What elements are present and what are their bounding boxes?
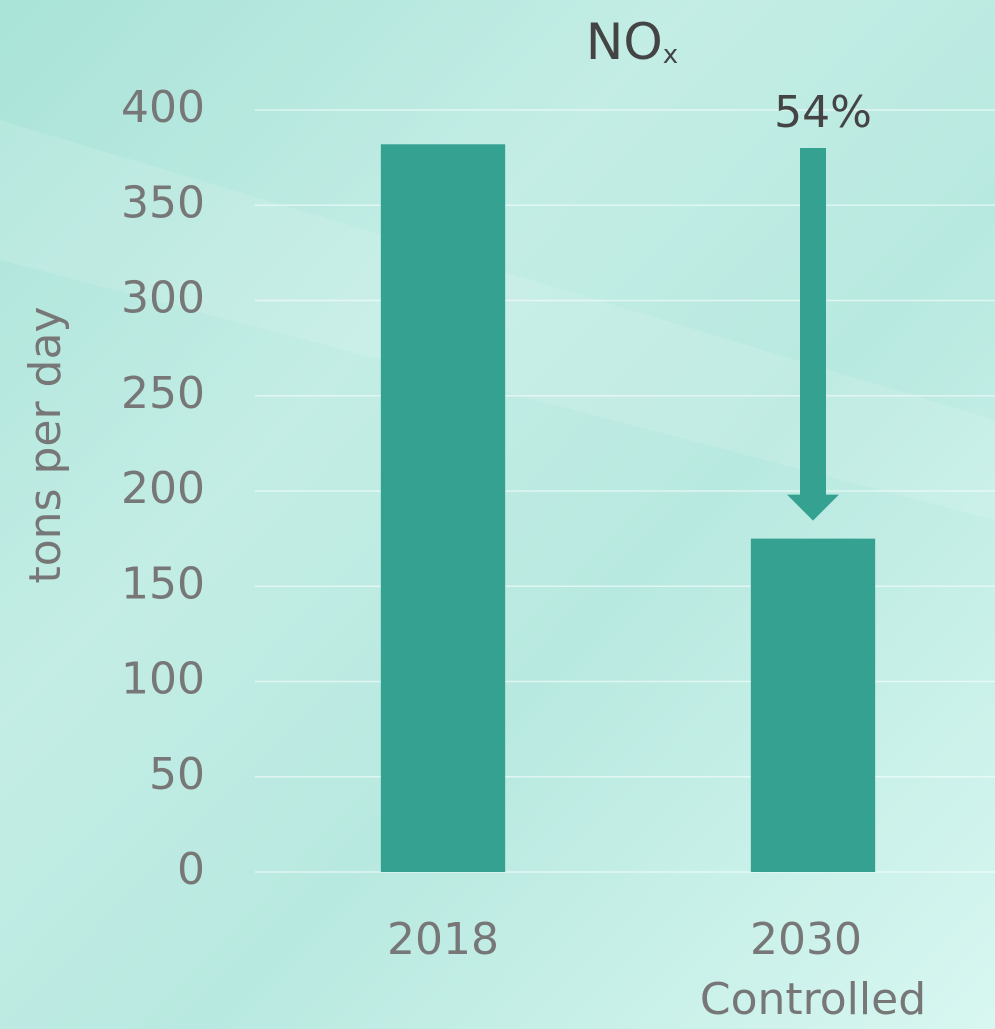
bar	[750, 538, 876, 872]
y-tick-label: 50	[149, 749, 205, 800]
x-tick-label-line: Controlled	[700, 974, 926, 1025]
y-tick-label: 100	[121, 654, 205, 705]
chart-title: NOx	[586, 13, 678, 71]
x-tick-label-line: 2030	[750, 914, 876, 965]
x-tick-label: 2018	[387, 914, 499, 965]
y-tick-label: 0	[177, 844, 205, 895]
y-tick-label: 300	[121, 273, 205, 324]
y-tick-label: 250	[121, 368, 205, 419]
title-subscript: x	[663, 40, 678, 70]
y-axis-label: tons per day	[20, 307, 71, 584]
y-tick-label: 400	[121, 82, 205, 133]
title-main: NO	[586, 13, 663, 71]
y-tick-label: 200	[121, 463, 205, 514]
annotation: 54%	[774, 87, 872, 138]
x-tick-label: 2030 Controlled	[700, 914, 926, 1025]
y-tick-label: 150	[121, 558, 205, 609]
reduction-arrow	[787, 148, 839, 521]
y-tick-label: 350	[121, 177, 205, 228]
bar	[380, 144, 506, 873]
